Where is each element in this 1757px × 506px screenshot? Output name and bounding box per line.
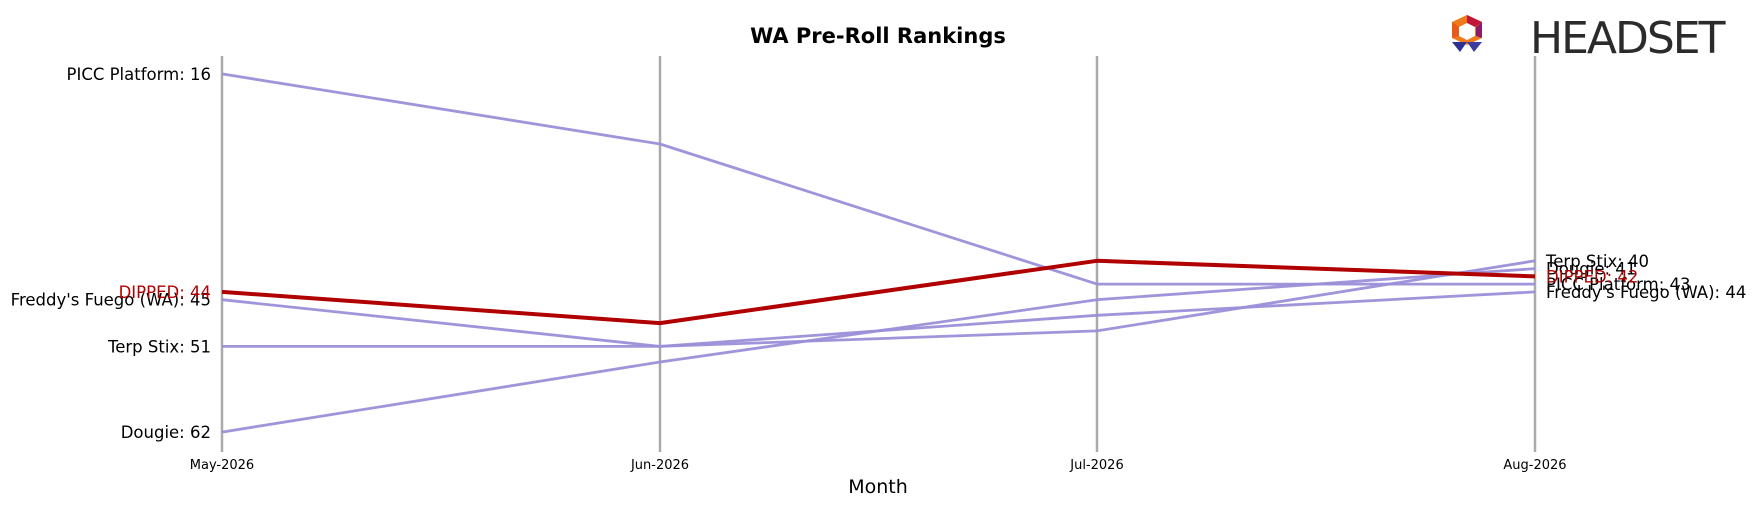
start-label: DIPPED: 44 xyxy=(119,283,211,302)
headset-logo-icon xyxy=(1452,15,1482,52)
series-line-dougie xyxy=(221,267,1536,434)
x-tick-label: Jul-2026 xyxy=(1069,458,1123,473)
end-label: Freddy's Fuego (WA): 44 xyxy=(1546,283,1746,302)
x-tick-label: Aug-2026 xyxy=(1503,458,1566,473)
x-tick-label: May-2026 xyxy=(190,458,254,473)
chart-title: WA Pre-Roll Rankings xyxy=(750,24,1006,48)
end-label: DIPPED: 42 xyxy=(1546,267,1638,286)
month-axes xyxy=(220,56,1537,452)
start-label: Freddy's Fuego (WA): 45 xyxy=(11,291,211,310)
brand-wordmark: HEADSET xyxy=(1530,13,1726,64)
brand-logo: HEADSET xyxy=(1452,13,1728,64)
end-label: PICC Platform: 43 xyxy=(1546,275,1691,294)
start-label: Dougie: 62 xyxy=(121,423,211,442)
end-label: Terp Stix: 40 xyxy=(1545,252,1649,271)
end-label: Dougie: 41 xyxy=(1546,260,1636,279)
x-tick-label: Jun-2026 xyxy=(630,458,689,473)
series-line-dipped xyxy=(221,258,1536,326)
start-label: PICC Platform: 16 xyxy=(67,65,212,84)
x-axis-title: Month xyxy=(848,476,908,498)
series-lines xyxy=(221,72,1536,434)
series-line-picc-platform xyxy=(221,72,1535,286)
start-label: Terp Stix: 51 xyxy=(107,337,211,356)
series-line-terp-stix xyxy=(222,259,1536,348)
x-tick-labels: May-2026 Jun-2026 Jul-2026 Aug-2026 xyxy=(190,458,1567,473)
